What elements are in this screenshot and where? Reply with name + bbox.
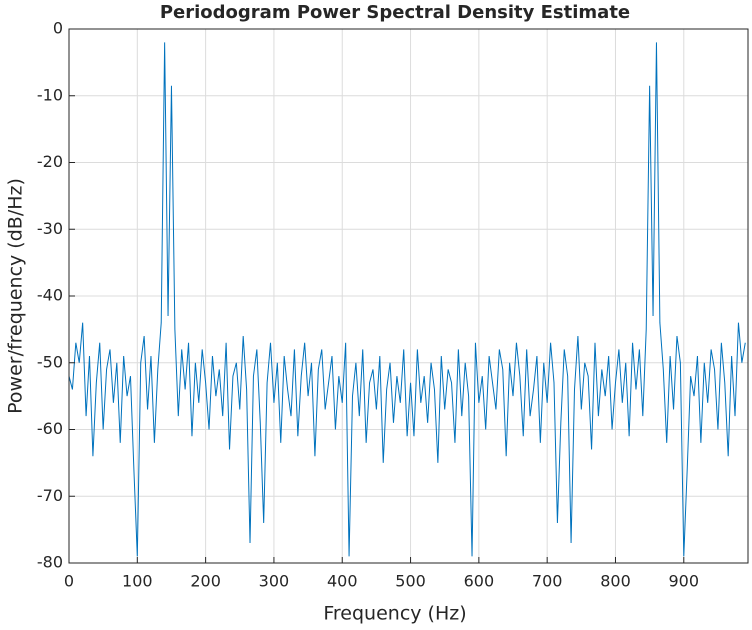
x-tick-label: 600	[464, 572, 495, 591]
y-tick-label: -30	[37, 219, 63, 238]
x-tick-label: 300	[259, 572, 290, 591]
x-tick-label: 0	[64, 572, 74, 591]
x-tick-label: 400	[327, 572, 358, 591]
y-tick-label: -40	[37, 286, 63, 305]
line-series	[68, 42, 746, 557]
x-axis-label: Frequency (Hz)	[323, 603, 466, 625]
y-tick-label: -70	[37, 486, 63, 505]
x-tick-label: 900	[669, 572, 700, 591]
y-tick-label: -10	[37, 85, 63, 104]
y-axis-label: Power/frequency (dB/Hz)	[5, 178, 27, 414]
x-tick-label: 200	[190, 572, 221, 591]
x-tick-label: 800	[600, 572, 631, 591]
y-tick-label: -50	[37, 352, 63, 371]
x-tick-label: 700	[532, 572, 563, 591]
y-tick-label: -80	[37, 553, 63, 572]
y-tick-label: -20	[37, 152, 63, 171]
ticks: 0 100 200 300 400 500 600 700 800 900 0 -10 -20 -30 -4…	[37, 19, 699, 591]
chart-title: Periodogram Power Spectral Density Estim…	[160, 2, 630, 23]
plot-area	[68, 42, 746, 557]
x-tick-label: 100	[122, 572, 153, 591]
x-tick-label: 500	[395, 572, 426, 591]
y-tick-label: -60	[37, 419, 63, 438]
y-tick-label: 0	[53, 19, 63, 38]
